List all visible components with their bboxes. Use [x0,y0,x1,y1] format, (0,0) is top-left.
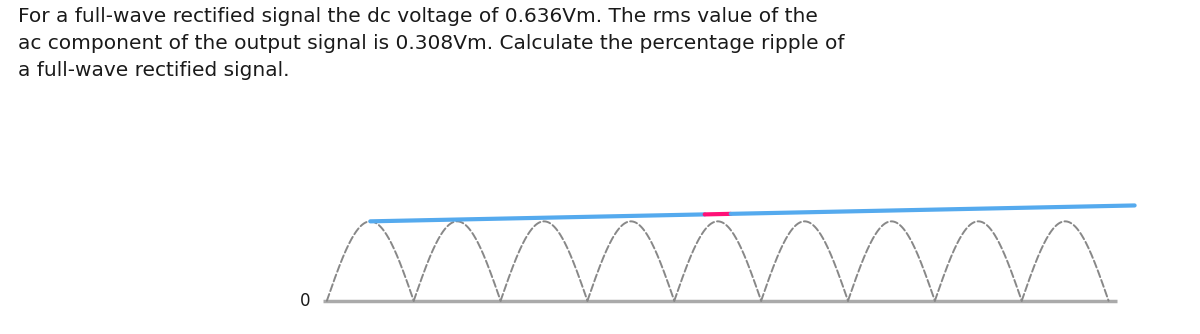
Text: 0: 0 [300,292,311,310]
Text: For a full-wave rectified signal the dc voltage of 0.636Vm. The rms value of the: For a full-wave rectified signal the dc … [18,7,845,80]
